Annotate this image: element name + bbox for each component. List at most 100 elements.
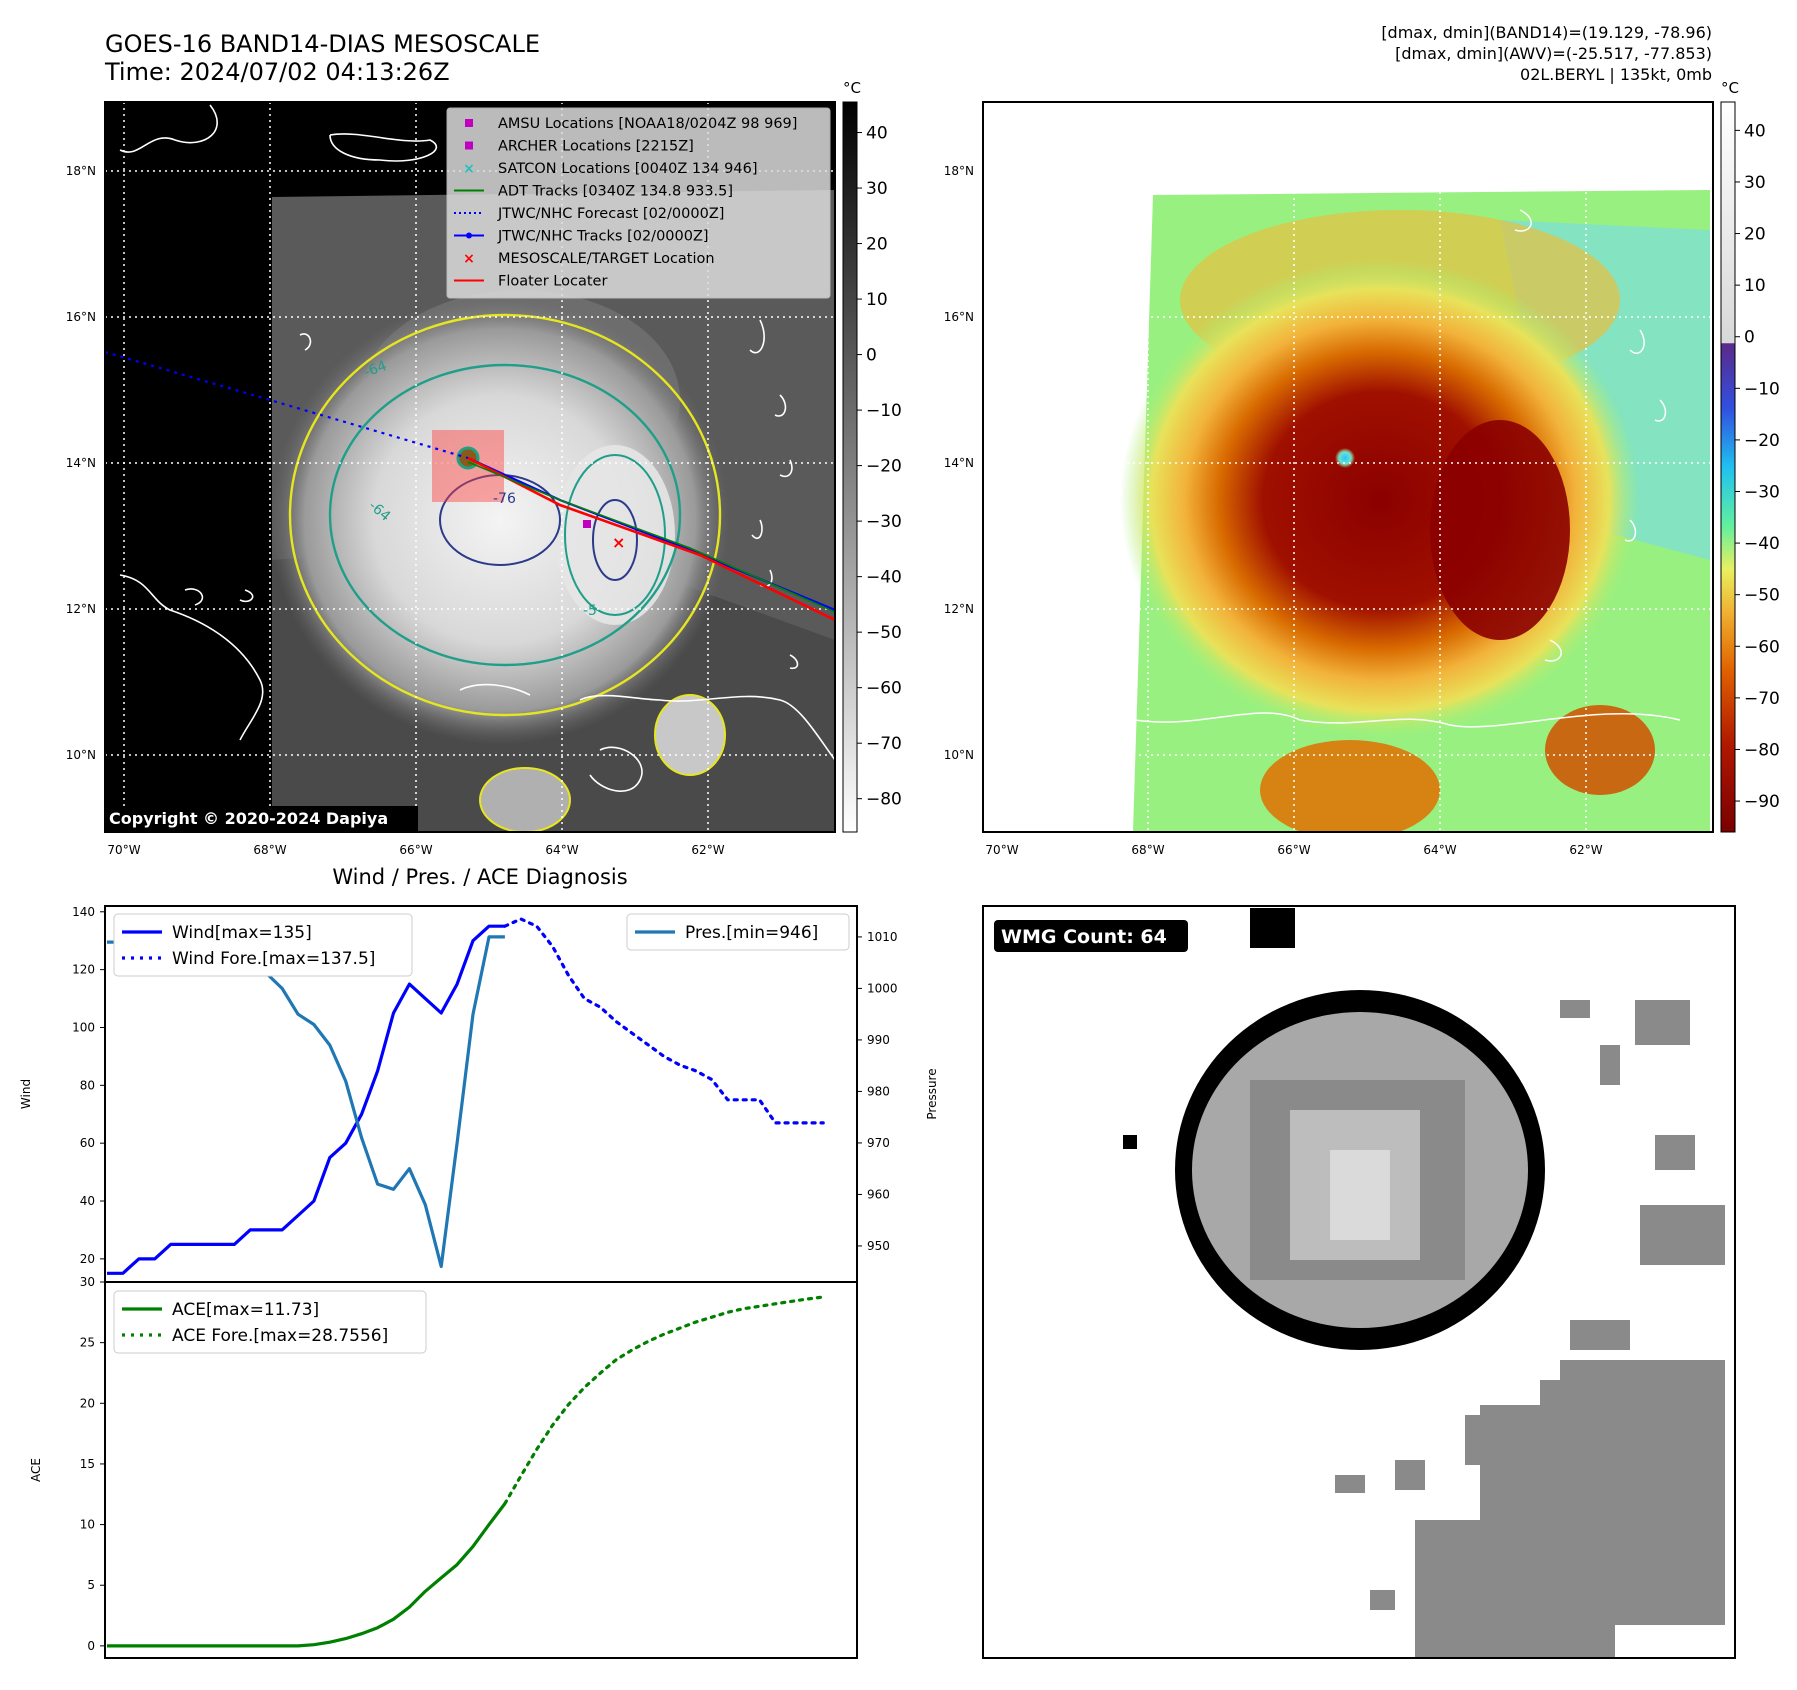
wmg-scattered-gray: [1335, 1000, 1725, 1658]
legend-label: MESOSCALE/TARGET Location: [498, 251, 715, 267]
lat-tick: 14°N: [66, 456, 96, 470]
colorbar-tick-label: 10: [1744, 276, 1766, 296]
y-tick-label: 20: [80, 1252, 95, 1266]
y-tick-label: 40: [80, 1194, 95, 1208]
ir-lat-ticks: 18°N 16°N 14°N 12°N 10°N: [66, 164, 96, 762]
legend-label: AMSU Locations [NOAA18/0204Z 98 969]: [498, 116, 797, 132]
contour-label-4: -5: [583, 603, 597, 619]
awv-lon-ticks: 70°W 68°W 66°W 64°W 62°W: [985, 843, 1602, 857]
y2-tick-label: 960: [867, 1187, 890, 1201]
ir-colorbar: [842, 101, 858, 833]
y2-tick-label: 980: [867, 1084, 890, 1098]
y-tick-label: 80: [80, 1078, 95, 1092]
y2-tick-label: 1010: [867, 930, 898, 944]
y2-tick-label: 970: [867, 1136, 890, 1150]
colorbar-tick-label: 30: [866, 179, 888, 199]
colorbar-tick-label: 40: [866, 124, 888, 144]
ace-chart: 0 5 10 15 20 25 30 ACE[max=11.73] ACE Fore.[max=…: [80, 1275, 825, 1653]
legend-label: JTWC/NHC Tracks [02/0000Z]: [497, 229, 709, 245]
target-marker: ×: [612, 533, 625, 552]
colorbar-tick-label: −30: [866, 512, 902, 532]
colorbar-tick-label: 20: [866, 235, 888, 255]
figure-time: Time: 2024/07/02 04:13:26Z: [104, 58, 450, 86]
chart-legend-label: Pres.[min=946]: [685, 923, 818, 943]
lon-tick: 68°W: [253, 843, 286, 857]
series-line-0: [107, 1502, 507, 1648]
colorbar-tick-label: −10: [866, 401, 902, 421]
ir-lon-ticks: 70°W 68°W 66°W 64°W 62°W: [107, 843, 724, 857]
archer-marker: [583, 520, 591, 528]
legend-marker: ×: [463, 251, 475, 267]
colorbar-tick-label: −50: [866, 623, 902, 643]
copyright-label: Copyright © 2020-2024 Dapiya: [109, 809, 388, 828]
lon-tick: 62°W: [1569, 843, 1602, 857]
colorbar-tick-label: −10: [1744, 379, 1780, 399]
forecast-track: [105, 350, 469, 460]
lat-tick: 16°N: [66, 310, 96, 324]
colorbar-tick-label: −70: [1744, 689, 1780, 709]
lat-tick: 14°N: [944, 456, 974, 470]
wind-axis-label: Wind: [19, 1079, 33, 1109]
colorbar-tick-label: 20: [1744, 225, 1766, 245]
lat-tick: 18°N: [66, 164, 96, 178]
colorbar-tick-label: −60: [866, 679, 902, 699]
colorbar-tick-label: −40: [866, 568, 902, 588]
contour-outer: [288, 313, 722, 717]
contour-label-2: -76: [493, 491, 516, 507]
legend-marker: [465, 119, 473, 127]
contour-label-1: -64: [362, 358, 389, 381]
legend-marker-dot: [466, 232, 472, 239]
lat-tick: 10°N: [66, 748, 96, 762]
lon-tick: 64°W: [545, 843, 578, 857]
colorbar-tick-label: −90: [1744, 792, 1780, 812]
contour-64: [328, 363, 682, 667]
y2-tick-label: 1000: [867, 981, 898, 995]
colorbar-tick-label: −80: [1744, 740, 1780, 760]
lon-tick: 62°W: [691, 843, 724, 857]
adt-track: [467, 461, 835, 613]
pressure-axis-label: Pressure: [925, 1068, 939, 1119]
colorbar-tick-label: −20: [1744, 431, 1780, 451]
lat-tick: 18°N: [944, 164, 974, 178]
colorbar-tick-label: 0: [1744, 328, 1755, 348]
awv-colorbar: [1720, 101, 1736, 833]
wind-pressure-chart: 20 40 60 80 100 120 140 950 960 970 980 990 1000 1010…: [72, 905, 898, 1275]
wmg-count-label: WMG Count: 64: [1001, 926, 1167, 948]
lat-tick: 10°N: [944, 748, 974, 762]
legend-marker: [465, 141, 473, 150]
colorbar-tick-label: −80: [866, 790, 902, 810]
lon-tick: 68°W: [1131, 843, 1164, 857]
chart-legend-label: ACE[max=11.73]: [172, 1300, 319, 1320]
lat-tick: 12°N: [66, 602, 96, 616]
awv-lat-ticks: 18°N 16°N 14°N 12°N 10°N: [944, 164, 974, 762]
colorbar-tick-label: 0: [866, 346, 877, 366]
awv-colorbar-ticks: 40 30 20 10 0 −10 −20 −30 −40 −50 −60 −70 −80 −90: [1735, 121, 1780, 812]
chart-legend-label: ACE Fore.[max=28.7556]: [172, 1326, 388, 1346]
ir-coastlines: [119, 104, 835, 792]
y-tick-label: 15: [80, 1457, 95, 1471]
legend-label: ADT Tracks [0340Z 134.8 933.5]: [498, 184, 733, 200]
colorbar-tick-label: 10: [866, 290, 888, 310]
awv-map-frame: [982, 101, 1714, 833]
outer-band: [555, 445, 675, 625]
y-tick-label: 0: [87, 1639, 95, 1653]
ir-map-frame: [104, 101, 836, 833]
series-line-1: [503, 1295, 825, 1506]
awv-gridlines: [983, 102, 1713, 832]
colorbar-tick-label: −60: [1744, 637, 1780, 657]
legend-label: JTWC/NHC Forecast [02/0000Z]: [497, 206, 724, 222]
lon-tick: 70°W: [985, 843, 1018, 857]
map-legend-box: [446, 107, 831, 299]
y-tick-label: 120: [72, 963, 95, 977]
diagnosis-title: Wind / Pres. / ACE Diagnosis: [332, 865, 627, 889]
y-tick-label: 25: [80, 1336, 95, 1350]
legend-marker: ×: [463, 161, 475, 177]
awv-colorbar-unit: °C: [1721, 79, 1739, 97]
y-tick-label: 10: [80, 1518, 95, 1532]
chart-legend-label: Wind[max=135]: [172, 923, 312, 943]
colorbar-tick-label: −30: [1744, 483, 1780, 503]
colorbar-tick-label: −20: [866, 457, 902, 477]
y2-tick-label: 990: [867, 1033, 890, 1047]
colorbar-tick-label: 30: [1744, 173, 1766, 193]
